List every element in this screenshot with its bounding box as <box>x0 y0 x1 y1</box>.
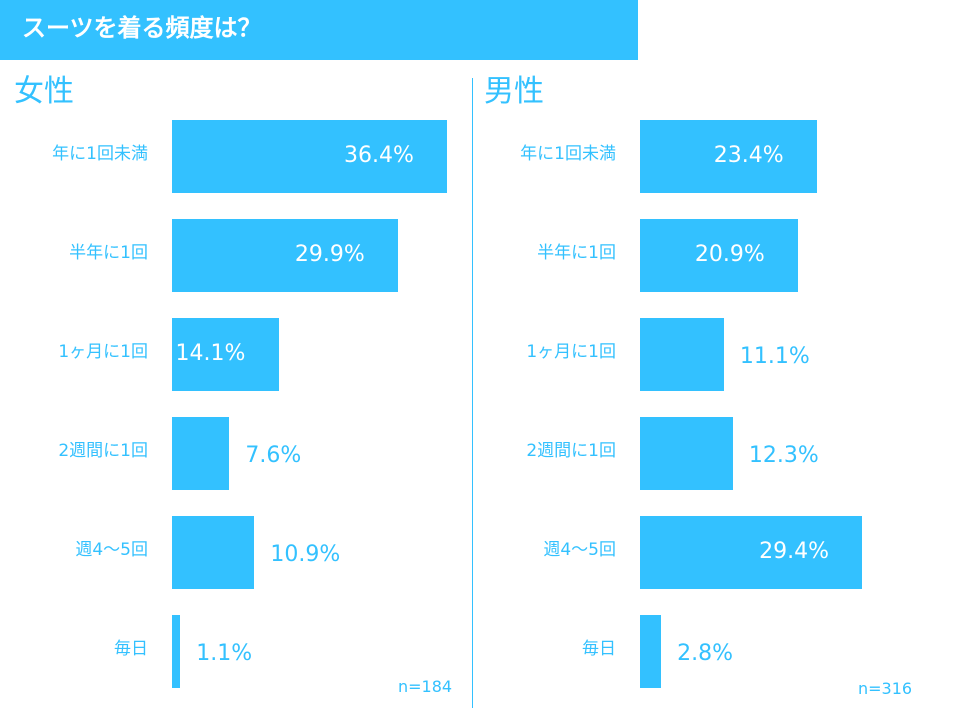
female-value-label: 14.1% <box>175 340 246 366</box>
female-bar <box>172 516 255 589</box>
female-category-label: 半年に1回 <box>69 242 148 263</box>
male-value-label: 29.4% <box>759 538 829 564</box>
female-sample-size: n=184 <box>398 677 453 696</box>
female-bar <box>172 417 230 490</box>
page-title: スーツを着る頻度は？ <box>22 14 262 42</box>
female-value-label: 7.6% <box>245 442 302 468</box>
panel-divider <box>472 78 473 708</box>
female-category-label: 2週間に1回 <box>58 440 148 461</box>
female-bar <box>172 120 447 193</box>
male-value-label: 23.4% <box>713 142 784 168</box>
male-panel-title: 男性 <box>484 74 544 109</box>
female-panel-title: 女性 <box>14 74 74 109</box>
male-bar <box>640 120 817 193</box>
male-value-label: 20.9% <box>694 241 765 267</box>
female-bar <box>172 219 398 292</box>
header-banner: スーツを着る頻度は？ <box>0 0 638 60</box>
male-bar <box>640 516 863 589</box>
male-category-label: 1ヶ月に1回 <box>526 341 616 362</box>
male-bar <box>640 417 733 490</box>
male-bar <box>640 615 662 688</box>
male-category-label: 半年に1回 <box>537 242 616 263</box>
female-value-label: 1.1% <box>196 640 253 666</box>
female-bar <box>172 615 181 688</box>
female-category-label: 年に1回未満 <box>52 143 148 164</box>
female-value-label: 10.9% <box>270 541 341 567</box>
male-bar <box>640 318 724 391</box>
male-value-label: 12.3% <box>748 442 819 468</box>
female-category-label: 毎日 <box>114 638 148 659</box>
male-sample-size: n=316 <box>858 679 913 698</box>
male-category-label: 毎日 <box>582 638 616 659</box>
male-category-label: 年に1回未満 <box>520 143 616 164</box>
male-value-label: 11.1% <box>739 343 810 369</box>
male-category-label: 2週間に1回 <box>526 440 616 461</box>
female-value-label: 29.9% <box>294 241 365 267</box>
female-category-label: 週4～5回 <box>75 539 148 560</box>
female-value-label: 36.4% <box>344 142 414 168</box>
male-category-label: 週4～5回 <box>543 539 616 560</box>
female-category-label: 1ヶ月に1回 <box>58 341 148 362</box>
male-value-label: 2.8% <box>677 640 734 666</box>
male-bar <box>640 219 798 292</box>
female-bar <box>172 318 279 391</box>
